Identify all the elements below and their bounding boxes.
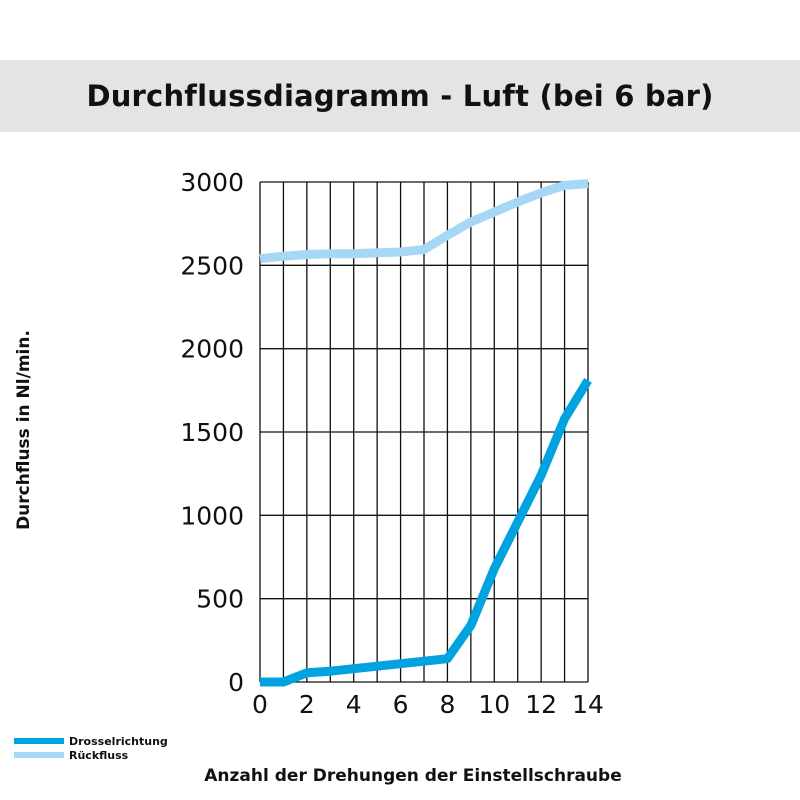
legend: Drosselrichtung Rückfluss (14, 734, 168, 762)
x-axis-label: Anzahl der Drehungen der Einstellschraub… (204, 766, 622, 786)
series-lines (259, 179, 592, 687)
y-tick-label: 500 (196, 585, 244, 614)
y-tick-labels: 0 500 1000 1500 2000 2500 3000 (180, 168, 244, 697)
legend-item-drosselrichtung: Drosselrichtung (14, 734, 168, 748)
x-tick-label: 14 (572, 690, 604, 719)
y-tick-label: 1000 (180, 501, 244, 530)
y-tick-label: 3000 (180, 168, 244, 197)
grid (259, 181, 589, 683)
y-axis-label: Durchfluss in Nl/min. (14, 330, 34, 530)
x-tick-label: 8 (439, 690, 455, 719)
legend-swatch-drosselrichtung (14, 738, 64, 744)
y-tick-label: 2500 (180, 251, 244, 280)
x-tick-label: 0 (252, 690, 268, 719)
x-tick-label: 2 (299, 690, 315, 719)
series-line-drosselrichtung (260, 377, 592, 687)
y-tick-label: 1500 (180, 418, 244, 447)
x-tick-label: 10 (478, 690, 510, 719)
y-tick-label: 2000 (180, 335, 244, 364)
chart-title: Durchflussdiagramm - Luft (bei 6 bar) (86, 79, 714, 113)
legend-label: Rückfluss (69, 748, 129, 762)
series-line-rueckfluss (259, 179, 589, 264)
legend-swatch-rueckfluss (14, 752, 64, 758)
x-tick-label: 12 (525, 690, 557, 719)
x-tick-label: 4 (346, 690, 362, 719)
x-tick-label: 6 (393, 690, 409, 719)
title-bar: Durchflussdiagramm - Luft (bei 6 bar) (0, 60, 800, 132)
legend-label: Drosselrichtung (69, 734, 168, 748)
y-tick-label: 0 (228, 668, 244, 697)
legend-item-rueckfluss: Rückfluss (14, 748, 168, 762)
x-tick-labels: 0 2 4 6 8 10 12 14 (252, 690, 604, 719)
